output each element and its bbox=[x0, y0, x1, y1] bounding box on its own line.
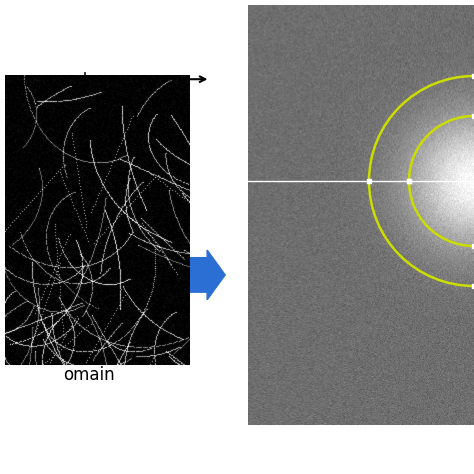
Bar bbox=[251, 61, 427, 384]
FancyArrow shape bbox=[190, 250, 225, 300]
Text: omain: omain bbox=[63, 365, 115, 383]
Text: (-1024,0): (-1024,0) bbox=[257, 189, 309, 200]
Text: xels: xels bbox=[63, 72, 96, 90]
Text: Frequer: Frequer bbox=[325, 395, 388, 413]
